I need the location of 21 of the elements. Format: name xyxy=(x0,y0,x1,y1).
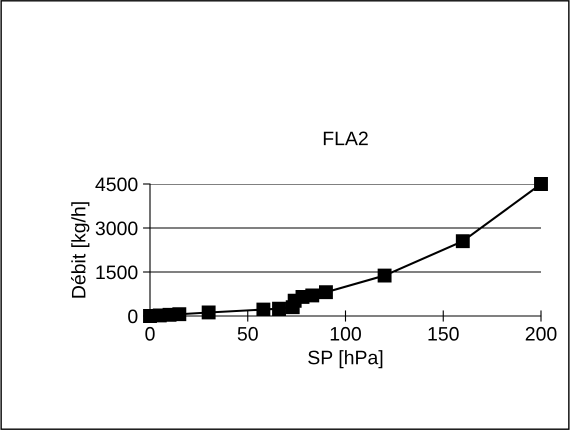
x-axis-title: SP [hPa] xyxy=(308,350,382,368)
point xyxy=(534,177,548,191)
point xyxy=(305,288,320,302)
point xyxy=(319,285,333,300)
point xyxy=(456,234,470,248)
x-tick-label: 100 xyxy=(330,326,361,341)
y-tick-label: 4500 xyxy=(95,177,138,192)
y-axis-title: Débit [kg/h] xyxy=(71,202,90,298)
point xyxy=(172,307,186,322)
point xyxy=(256,302,270,316)
chart-title: FLA2 xyxy=(324,132,368,146)
y-tick-label: 0 xyxy=(128,309,138,324)
point xyxy=(272,302,286,316)
x-tick-label: 150 xyxy=(428,326,459,341)
y-tick-label: 3000 xyxy=(96,221,138,236)
x-tick-label: 0 xyxy=(145,326,155,341)
y-tick-label: 1500 xyxy=(96,265,138,280)
x-tick-label: 200 xyxy=(526,326,556,341)
point xyxy=(202,306,216,320)
point xyxy=(378,268,392,282)
x-tick-label: 50 xyxy=(238,326,258,341)
